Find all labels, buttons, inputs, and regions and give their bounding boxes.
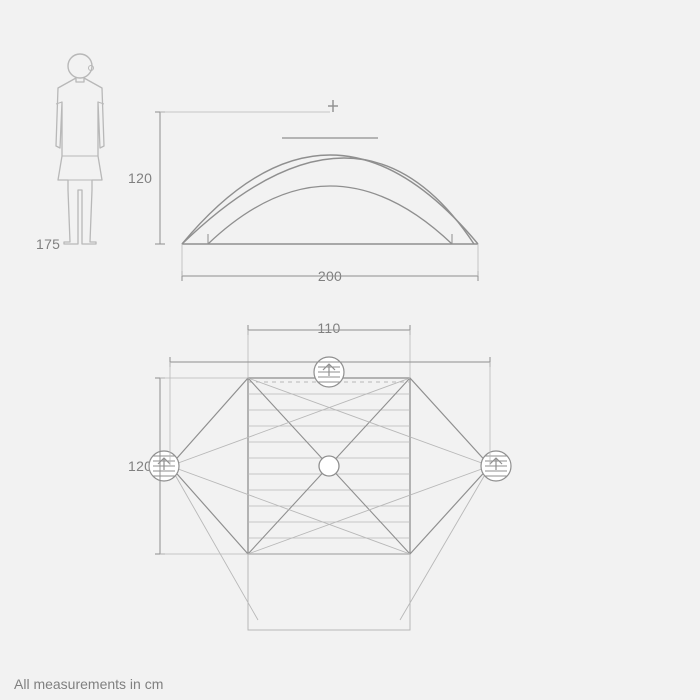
diagram-svg [0,0,700,700]
dimension-diagram: 175 120 200 110 120 All measurements in … [0,0,700,700]
